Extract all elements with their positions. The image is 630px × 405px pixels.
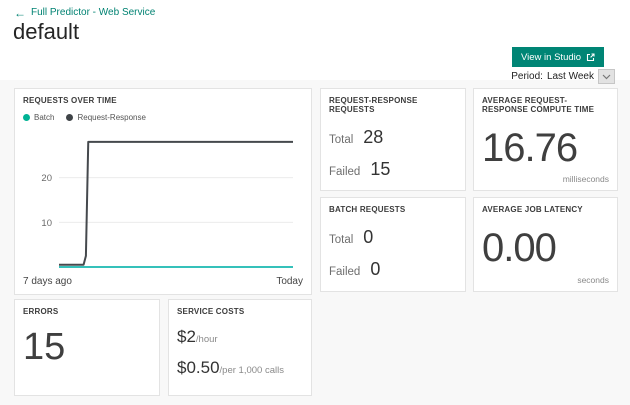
failed-row: Failed 0 xyxy=(329,259,457,280)
per-call-cost-unit: /per 1,000 calls xyxy=(219,365,284,376)
view-in-studio-label: View in Studio xyxy=(521,51,582,63)
service-costs-card: SERVICE COSTS $2 /hour $0.50 /per 1,000 … xyxy=(168,299,312,396)
hourly-cost-row: $2 /hour xyxy=(177,327,303,347)
total-value: 0 xyxy=(363,227,374,247)
total-label: Total xyxy=(329,134,354,146)
hourly-cost-value: $2 xyxy=(177,327,196,346)
failed-label: Failed xyxy=(329,266,361,278)
hourly-cost-unit: /hour xyxy=(195,334,218,345)
per-call-cost-value: $0.50 xyxy=(177,358,220,377)
total-row: Total 28 xyxy=(329,127,457,148)
card-title: BATCH REQUESTS xyxy=(329,205,406,214)
failed-value: 15 xyxy=(370,159,391,179)
breadcrumb[interactable]: ← Full Predictor - Web Service xyxy=(14,5,156,20)
legend-item: Request-Response xyxy=(66,113,146,122)
job-latency-unit: seconds xyxy=(577,275,609,285)
breadcrumb-label[interactable]: Full Predictor - Web Service xyxy=(31,7,156,18)
period-selector[interactable]: Period: Last Week xyxy=(511,69,615,84)
back-arrow-icon[interactable]: ← xyxy=(14,5,26,20)
total-label: Total xyxy=(329,234,354,246)
total-row: Total 0 xyxy=(329,227,457,248)
series-line-request-response xyxy=(59,140,293,266)
legend-label: Request-Response xyxy=(77,113,146,122)
x-axis-end-label: Today xyxy=(276,276,303,287)
requests-over-time-card: REQUESTS OVER TIME Batch Request-Response… xyxy=(14,88,312,295)
total-value: 28 xyxy=(363,127,384,147)
card-title: AVERAGE REQUEST-RESPONSE COMPUTE TIME xyxy=(482,96,595,114)
chart-x-axis-labels: 7 days ago Today xyxy=(23,276,303,287)
errors-value: 15 xyxy=(23,326,66,368)
requests-over-time-chart: 10 20 xyxy=(41,140,293,268)
compute-time-unit: milliseconds xyxy=(562,174,609,184)
avg-job-latency-card: AVERAGE JOB LATENCY 0.00 seconds xyxy=(473,197,618,292)
chevron-down-icon xyxy=(602,74,611,79)
y-axis-tick-label: 20 xyxy=(41,173,52,184)
page-title: default xyxy=(13,19,80,44)
card-title: REQUEST-RESPONSE REQUESTS xyxy=(329,96,418,114)
legend-dot-icon xyxy=(23,114,30,121)
errors-card: ERRORS 15 xyxy=(14,299,160,396)
external-link-icon xyxy=(586,52,595,61)
failed-label: Failed xyxy=(329,166,361,178)
card-title: SERVICE COSTS xyxy=(177,307,245,316)
batch-requests-card: BATCH REQUESTS Total 0 Failed 0 xyxy=(320,197,466,292)
legend-label: Batch xyxy=(34,113,55,122)
request-response-requests-card: REQUEST-RESPONSE REQUESTS Total 28 Faile… xyxy=(320,88,466,191)
legend-item: Batch xyxy=(23,113,54,122)
avg-compute-time-card: AVERAGE REQUEST-RESPONSE COMPUTE TIME 16… xyxy=(473,88,618,191)
y-axis-tick-label: 10 xyxy=(41,218,52,229)
period-dropdown-button[interactable] xyxy=(598,69,615,84)
card-title: REQUESTS OVER TIME xyxy=(23,96,117,105)
card-title: ERRORS xyxy=(23,307,59,316)
failed-row: Failed 15 xyxy=(329,159,457,180)
chart-legend: Batch Request-Response xyxy=(23,113,303,122)
failed-value: 0 xyxy=(370,259,381,279)
period-label: Period: xyxy=(511,71,543,82)
period-value[interactable]: Last Week xyxy=(546,71,594,82)
per-call-cost-row: $0.50 /per 1,000 calls xyxy=(177,358,303,378)
compute-time-value: 16.76 xyxy=(482,126,578,170)
view-in-studio-button[interactable]: View in Studio xyxy=(512,47,605,67)
card-title: AVERAGE JOB LATENCY xyxy=(482,205,583,214)
legend-dot-icon xyxy=(66,114,74,121)
job-latency-value: 0.00 xyxy=(482,226,557,270)
x-axis-start-label: 7 days ago xyxy=(23,276,72,287)
